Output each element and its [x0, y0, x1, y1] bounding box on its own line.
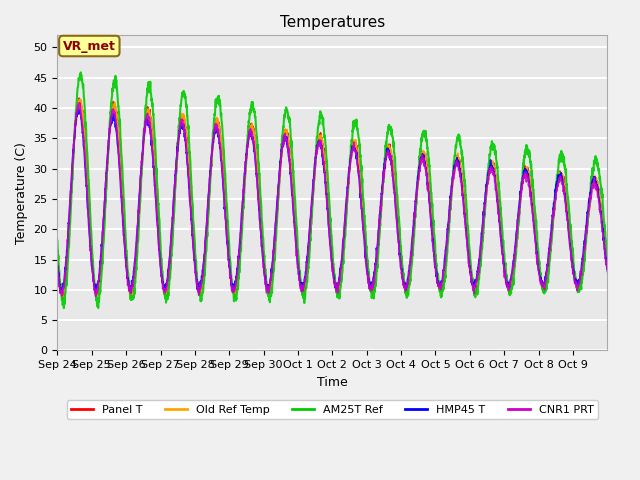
- Title: Temperatures: Temperatures: [280, 15, 385, 30]
- Legend: Panel T, Old Ref Temp, AM25T Ref, HMP45 T, CNR1 PRT: Panel T, Old Ref Temp, AM25T Ref, HMP45 …: [67, 400, 598, 419]
- X-axis label: Time: Time: [317, 376, 348, 389]
- Y-axis label: Temperature (C): Temperature (C): [15, 142, 28, 244]
- Text: VR_met: VR_met: [63, 39, 116, 52]
